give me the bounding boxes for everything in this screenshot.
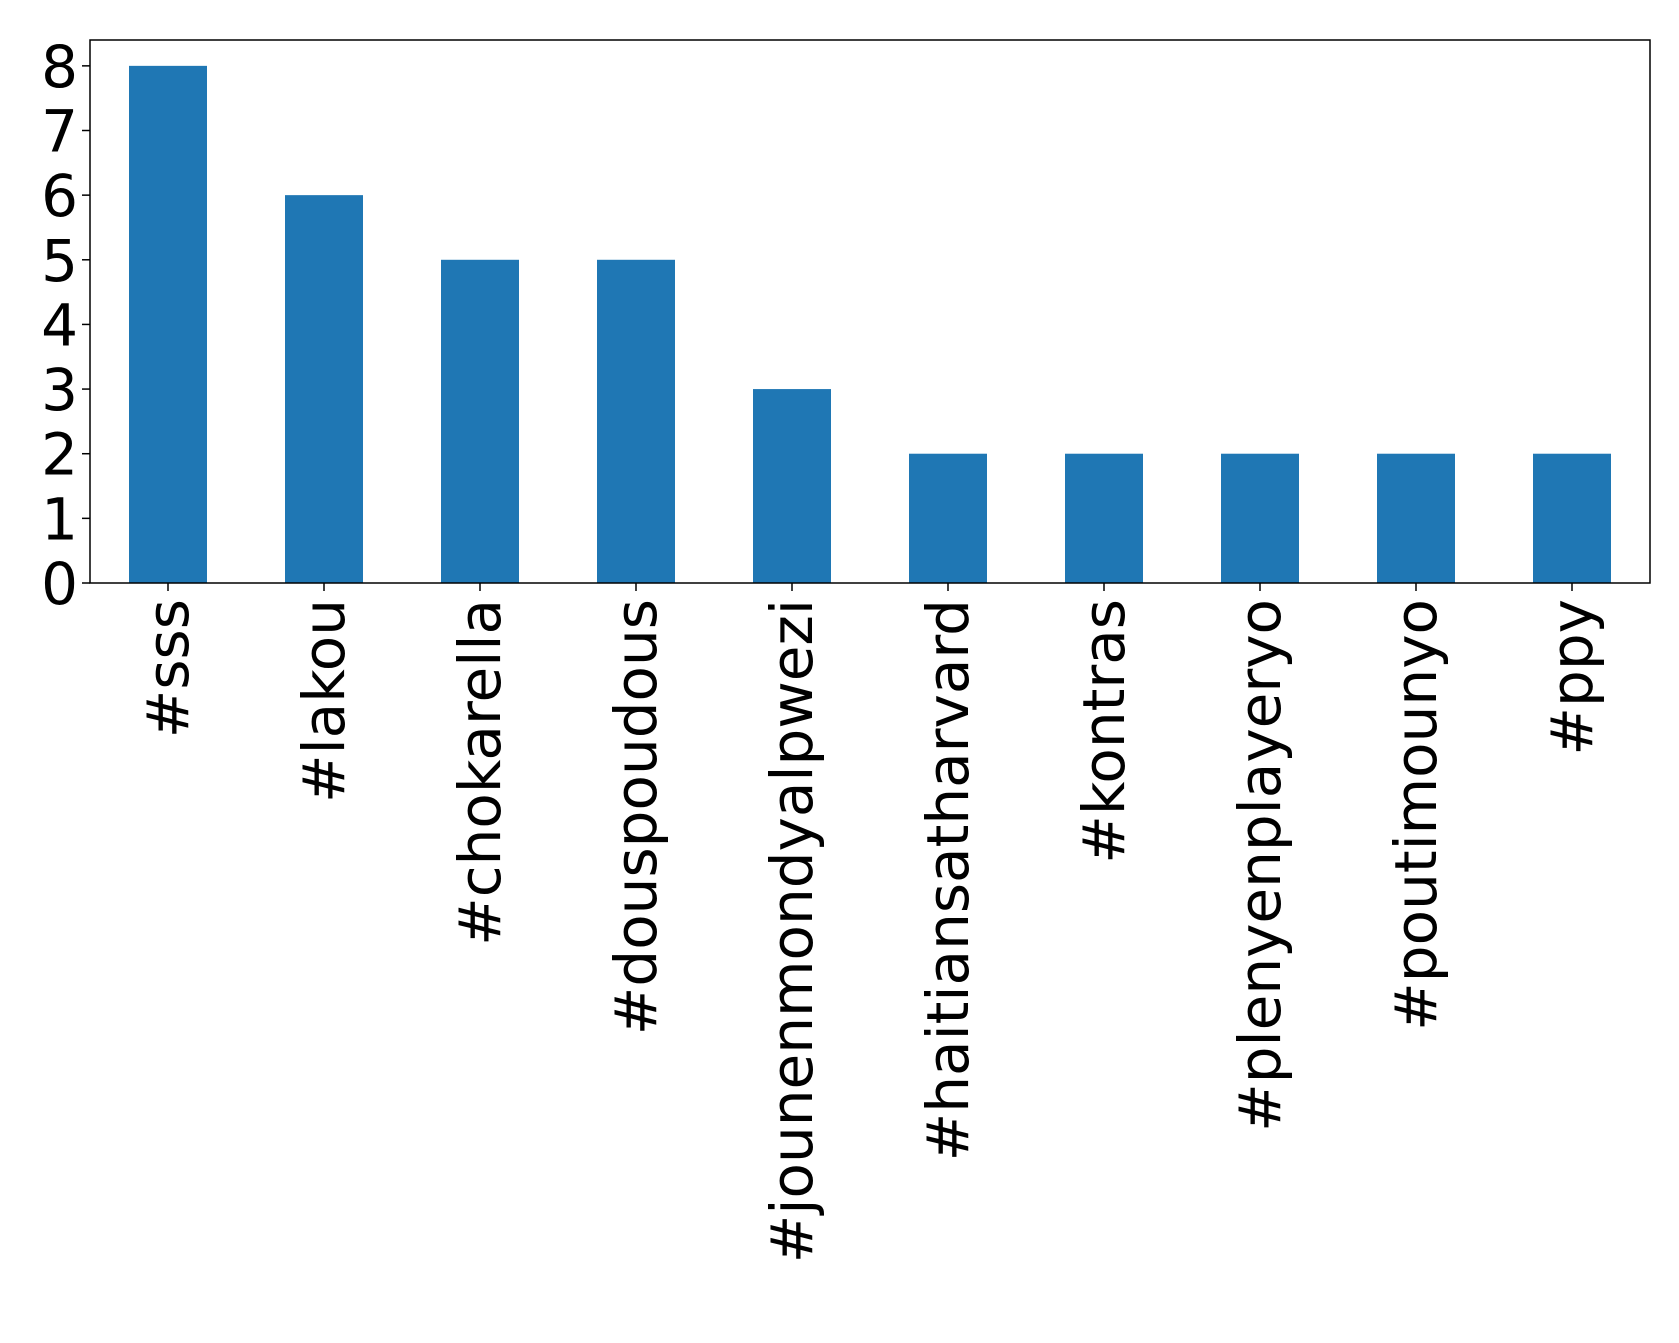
bar-sss xyxy=(129,65,207,584)
y-tick-label: 3 xyxy=(41,356,78,424)
y-tick-label: 2 xyxy=(41,421,78,489)
x-tick-label: #ppy xyxy=(1538,599,1606,756)
bar-douspoudous xyxy=(597,259,675,583)
x-tick-label: #douspoudous xyxy=(602,599,670,1035)
bars-group xyxy=(129,65,1611,584)
x-tick-label: #lakou xyxy=(290,599,358,803)
x-tick-label: #chokarella xyxy=(446,599,514,946)
y-tick-label: 1 xyxy=(41,485,78,553)
y-tick-label: 4 xyxy=(41,291,78,359)
x-axis-ticks: #sss #lakou #chokarella #douspoudous #jounen… xyxy=(134,583,1606,1263)
y-tick-label: 0 xyxy=(41,550,78,618)
bar-kontras xyxy=(1065,453,1143,583)
bar-chokarella xyxy=(441,259,519,583)
bar-lakou xyxy=(285,195,363,583)
y-tick-label: 7 xyxy=(41,98,78,166)
y-tick-label: 5 xyxy=(41,227,78,295)
bar-jounenmondyalpwezi xyxy=(753,389,831,583)
x-tick-label: #sss xyxy=(134,599,202,738)
x-tick-label: #jounenmondyalpwezi xyxy=(758,599,826,1263)
bar-ppy xyxy=(1533,453,1611,583)
bar-plenyenplayeryo xyxy=(1221,453,1299,583)
x-tick-label: #haitiansatharvard xyxy=(914,599,982,1161)
bar-poutimounyo xyxy=(1377,453,1455,583)
plot-frame xyxy=(89,39,1651,584)
y-tick-label: 8 xyxy=(41,33,78,101)
bar-haitiansatharvard xyxy=(909,453,987,583)
x-tick-label: #plenyenplayeryo xyxy=(1226,599,1294,1132)
x-tick-label: #poutimounyo xyxy=(1382,599,1450,1031)
y-tick-label: 6 xyxy=(41,162,78,230)
x-tick-label: #kontras xyxy=(1070,599,1138,864)
